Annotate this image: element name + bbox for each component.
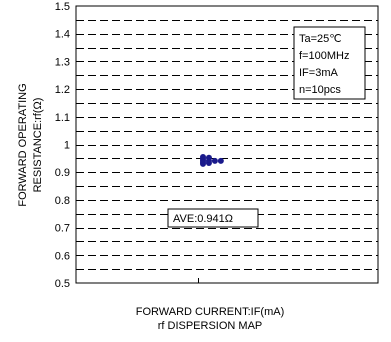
data-point [200, 160, 206, 167]
data-point [205, 160, 212, 167]
condition-forward-current: IF=3mA [299, 67, 338, 79]
grid [76, 20, 378, 270]
y-tick-label: 0.5 [55, 278, 70, 290]
conditions-box: Ta=25℃ f=100MHz IF=3mA n=10pcs [293, 26, 366, 100]
y-axis-label: FORWARD OPERATING RESISTANCE:rf(Ω) [17, 83, 44, 206]
y-tick-label: 1.1 [55, 112, 70, 124]
y-axis-ticks: 1.5 1.4 1.3 1.2 1.1 1 0.9 0.8 0.7 0.6 0.5 [55, 1, 199, 290]
y-tick-label: 0.9 [55, 167, 70, 179]
average-box: AVE:0.941Ω [167, 208, 259, 228]
condition-temperature: Ta=25℃ [299, 33, 342, 45]
y-axis-label-line2: RESISTANCE:rf(Ω) [32, 98, 44, 193]
chart-title: rf DISPERSION MAP [157, 320, 263, 332]
y-tick-label: 1.4 [55, 29, 70, 41]
y-tick-label: 1.2 [55, 84, 70, 96]
x-axis-label: FORWARD CURRENT:IF(mA) [135, 306, 285, 318]
y-tick-label: 0.8 [55, 195, 70, 207]
y-axis-label-line1: FORWARD OPERATING [17, 83, 29, 206]
data-point [217, 157, 224, 164]
data-points [200, 153, 224, 167]
data-point [211, 157, 218, 164]
condition-frequency: f=100MHz [299, 50, 349, 62]
plot-frame [75, 5, 379, 284]
y-tick-label: 1.3 [55, 56, 70, 68]
y-tick-label: 0.7 [55, 223, 70, 235]
average-label: AVE:0.941Ω [173, 213, 233, 225]
y-tick-label: 1.5 [55, 1, 70, 13]
y-tick-label: 0.6 [55, 250, 70, 262]
condition-sample-count: n=10pcs [299, 84, 341, 96]
y-tick-label: 1 [64, 140, 70, 152]
